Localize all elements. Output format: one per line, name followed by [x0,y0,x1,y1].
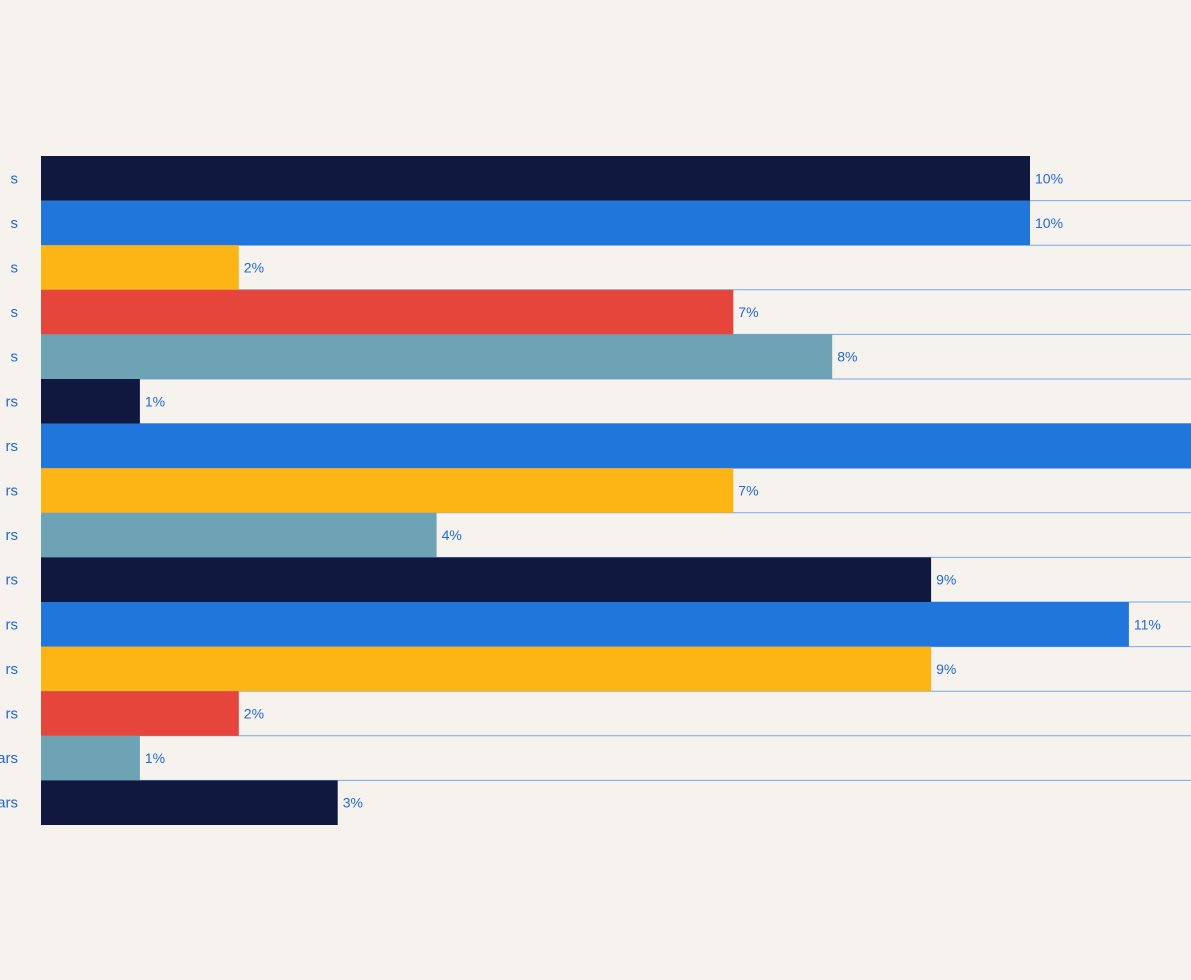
category-label: rs [6,438,19,455]
bar [41,780,338,825]
category-label: rs [6,527,19,544]
category-label: s [11,260,19,277]
bar [41,602,1129,647]
category-labels: s s s s s rs rs rs rs rs rs rs rs ars ars [0,170,18,811]
category-label: rs [6,393,19,410]
value-label: 4% [442,527,462,543]
bar [41,245,239,290]
value-label: 11% [1134,616,1161,632]
bar [41,512,437,558]
value-label: 1% [145,750,165,766]
value-label: 9% [936,661,956,677]
category-label: s [11,349,19,366]
bar [41,646,932,692]
value-label: 10% [1035,170,1063,186]
value-labels: 10%10%2%7%8%1%12%you7%4%9%11%9%2%1%3% [145,170,1161,811]
value-label: 2% [244,706,264,722]
category-label: s [11,304,19,321]
value-label: 7% [738,304,758,320]
bars [41,156,1191,825]
category-label: rs [6,616,19,633]
bar [41,289,734,335]
category-label: rs [6,661,19,678]
value-label: 8% [837,349,857,365]
bar [41,200,1030,246]
bar [41,691,239,736]
value-label: 9% [936,572,956,588]
category-label: s [11,170,19,187]
bar [41,379,140,424]
category-label: rs [6,483,19,500]
bar [41,156,1030,201]
bar [41,334,833,379]
category-label: s [11,215,19,232]
category-label: ars [0,750,18,767]
bar [41,557,932,602]
value-label: 10% [1035,215,1063,231]
category-label: rs [6,706,19,723]
value-label: 7% [738,483,758,499]
value-label: 2% [244,260,264,276]
value-label: 3% [343,795,363,811]
category-label: rs [6,572,19,589]
bar [41,468,734,513]
category-label: ars [0,795,18,812]
value-label: 1% [145,393,165,409]
bar [41,735,140,781]
bar [41,423,1191,469]
